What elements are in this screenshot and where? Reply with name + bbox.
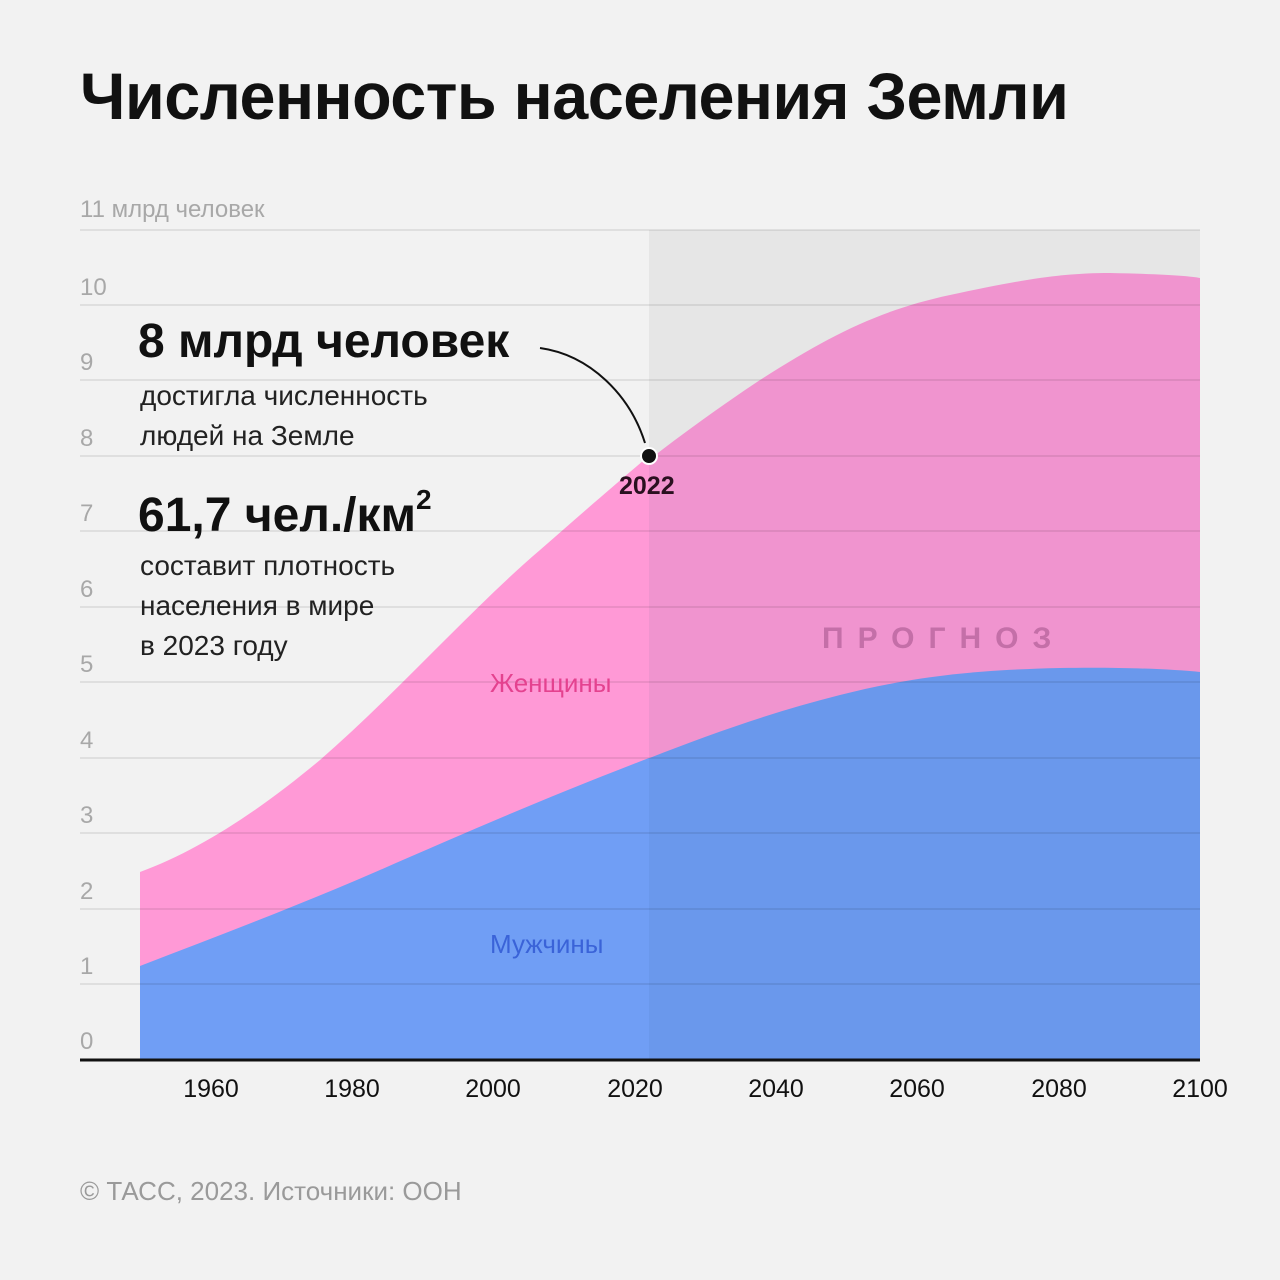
density-callout-line2: населения в мире xyxy=(140,590,375,621)
x-tick-2060: 2060 xyxy=(889,1075,945,1103)
x-tick-2020: 2020 xyxy=(607,1075,663,1103)
y-tick-2: 2 xyxy=(80,878,94,905)
y-tick-9: 9 xyxy=(80,349,94,376)
marker-2022-dot xyxy=(640,447,658,465)
y-tick-1: 1 xyxy=(80,953,94,980)
density-value-text: 61,7 чел./км xyxy=(138,489,417,542)
y-tick-0: 0 xyxy=(80,1028,94,1055)
x-tick-2040: 2040 xyxy=(748,1075,804,1103)
y-tick-10: 10 xyxy=(80,274,107,301)
y-tick-8: 8 xyxy=(80,425,94,452)
population-callout-line2: людей на Земле xyxy=(140,420,355,451)
x-tick-2000: 2000 xyxy=(465,1075,521,1103)
population-callout-line1: достигла численность xyxy=(140,380,428,411)
y-tick-7: 7 xyxy=(80,500,94,527)
marker-2022-label: 2022 xyxy=(619,472,675,500)
gridlines xyxy=(80,229,1200,985)
y-axis-unit-label: 11 млрд человек xyxy=(80,196,265,223)
men-area-history xyxy=(140,758,649,1060)
forecast-label: ПРОГНОЗ xyxy=(822,622,1066,655)
y-tick-5: 5 xyxy=(80,651,94,678)
x-tick-1960: 1960 xyxy=(183,1075,239,1103)
y-tick-3: 3 xyxy=(80,802,94,829)
series-label-women: Женщины xyxy=(490,668,612,698)
y-tick-6: 6 xyxy=(80,576,94,603)
density-superscript: 2 xyxy=(416,484,432,515)
x-tick-1980: 1980 xyxy=(324,1075,380,1103)
source-footer: © ТАСС, 2023. Источники: ООН xyxy=(80,1176,462,1206)
density-callout-line1: составит плотность xyxy=(140,550,396,581)
men-area-forecast xyxy=(649,667,1200,1060)
density-callout-line3: в 2023 году xyxy=(140,630,288,661)
annotation-connector xyxy=(539,347,646,444)
population-callout-value: 8 млрд человек xyxy=(138,315,510,368)
density-callout-value: 61,7 чел./км2 xyxy=(138,484,432,543)
y-tick-4: 4 xyxy=(80,727,94,754)
x-tick-2100: 2100 xyxy=(1172,1075,1228,1103)
page-title: Численность населения Земли xyxy=(80,59,1069,133)
series-label-men: Мужчины xyxy=(490,929,604,959)
x-tick-2080: 2080 xyxy=(1031,1075,1087,1103)
